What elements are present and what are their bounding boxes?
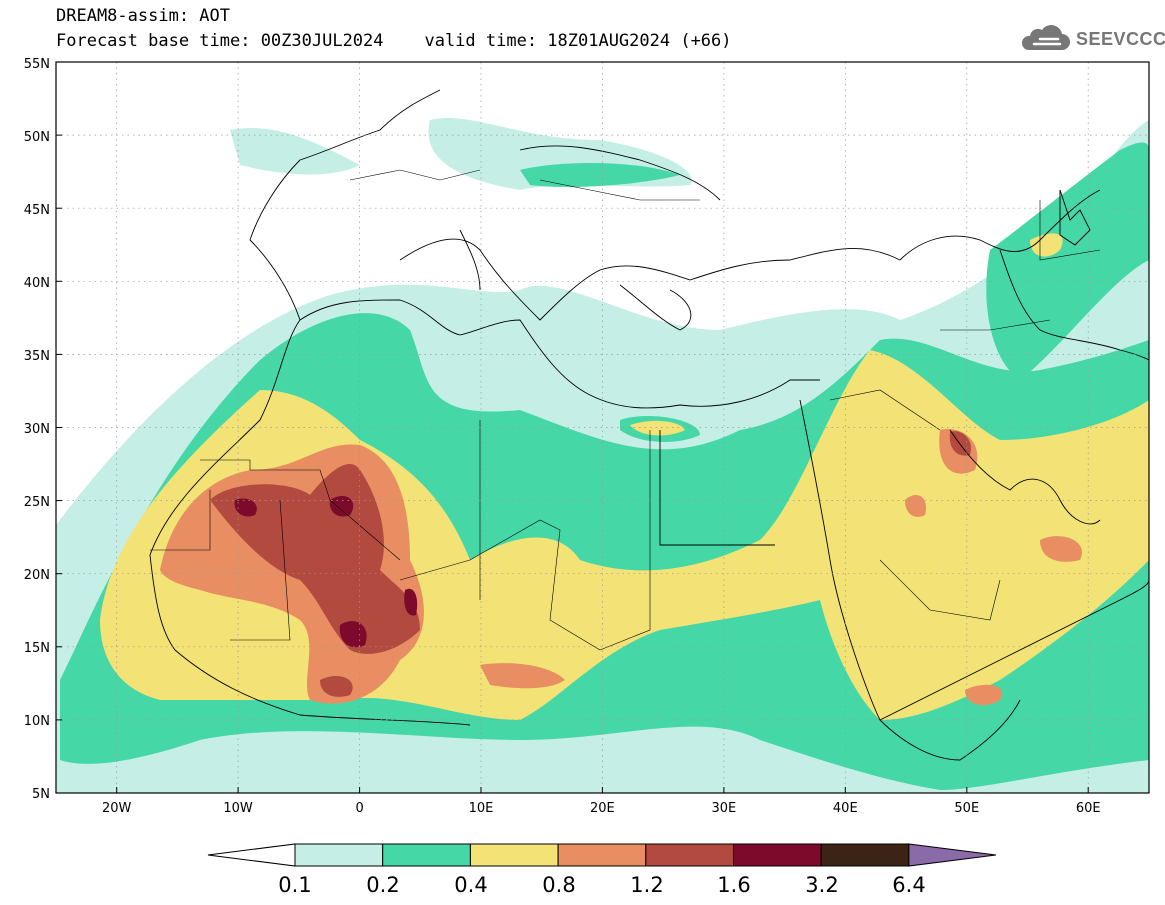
lat-labels: 5N 10N 15N 20N 25N 30N 35N 40N 45N 50N 5… — [24, 57, 50, 802]
lat-label: 25N — [24, 495, 50, 510]
aot-band-1.2 — [320, 675, 353, 697]
colorbar-label: 3.2 — [805, 873, 838, 897]
lon-labels: 20W 10W 0 10E 20E 30E 40E 50E 60E — [102, 801, 1101, 816]
colorbar-swatch — [820, 843, 910, 867]
aot-band-0.4 — [1030, 233, 1063, 257]
aot-band-1.2 — [210, 464, 420, 654]
colorbar-swatches — [207, 843, 996, 867]
coastlines — [149, 89, 1149, 761]
colorbar-labels: 0.1 0.2 0.4 0.8 1.2 1.6 3.2 6.4 — [278, 873, 925, 897]
colorbar-underflow — [207, 843, 296, 867]
grid-lines — [56, 62, 1149, 793]
colorbar-swatch — [733, 843, 822, 867]
lat-label: 30N — [24, 422, 50, 437]
aot-band-0.8 — [1040, 536, 1082, 562]
lat-label: 45N — [24, 203, 50, 218]
lat-label: 15N — [24, 641, 50, 656]
colorbar-label: 6.4 — [892, 873, 925, 897]
colorbar-swatch — [469, 843, 559, 867]
lon-label: 40E — [833, 801, 858, 816]
aot-band-0.8 — [965, 684, 1003, 706]
aot-band-0.8 — [480, 663, 565, 689]
colorbar: 0.1 0.2 0.4 0.8 1.2 1.6 3.2 6.4 — [207, 843, 996, 897]
lat-label: 55N — [24, 57, 50, 72]
seevccc-logo: SEEVCCC — [1018, 24, 1165, 54]
colorbar-label: 0.4 — [454, 873, 487, 897]
colorbar-swatch — [645, 843, 734, 867]
lat-label: 10N — [24, 714, 50, 729]
lon-label: 10W — [223, 801, 253, 816]
borders — [150, 169, 1101, 651]
lon-label: 20E — [590, 801, 615, 816]
lat-label: 35N — [24, 349, 50, 364]
colorbar-label: 1.2 — [630, 873, 663, 897]
lat-label: 20N — [24, 568, 50, 583]
lon-label: 20W — [102, 801, 132, 816]
aot-band-0.2 — [986, 142, 1149, 380]
colorbar-swatch — [382, 843, 471, 867]
lat-label: 5N — [32, 787, 50, 802]
lon-label: 50E — [954, 801, 979, 816]
colorbar-label: 0.1 — [278, 873, 311, 897]
colorbar-label: 0.2 — [366, 873, 399, 897]
lat-label: 40N — [24, 276, 50, 291]
aot-band-1.6 — [329, 495, 354, 517]
colorbar-overflow — [908, 843, 996, 867]
logo-text: SEEVCCC — [1076, 29, 1165, 49]
map-subtitle: Forecast base time: 00Z30JUL2024 valid t… — [56, 31, 732, 51]
valid-time-label: valid time: 18Z01AUG2024 (+66) — [424, 31, 732, 51]
aot-shading — [56, 117, 1149, 793]
aot-band-0.1 — [230, 128, 360, 175]
aot-band-1.6 — [404, 588, 418, 616]
lon-label: 0 — [355, 801, 363, 816]
aot-band-0.2 — [520, 163, 680, 187]
tick-marks — [56, 61, 1089, 794]
colorbar-label: 0.8 — [542, 873, 575, 897]
aot-map: 5N 10N 15N 20N 25N 30N 35N 40N 45N 50N 5… — [24, 57, 1150, 816]
aot-band-0.4 — [630, 420, 685, 436]
map-title: DREAM8-assim: AOT — [56, 6, 230, 26]
cloud-icon — [1021, 25, 1070, 50]
colorbar-swatch — [294, 843, 384, 867]
aot-band-1.6 — [234, 498, 257, 517]
lon-label: 10E — [469, 801, 494, 816]
lon-label: 30E — [712, 801, 737, 816]
lat-label: 50N — [24, 130, 50, 145]
lon-label: 60E — [1076, 801, 1101, 816]
colorbar-label: 1.6 — [717, 873, 750, 897]
base-time-label: Forecast base time: 00Z30JUL2024 — [56, 31, 384, 51]
colorbar-swatch — [557, 843, 647, 867]
